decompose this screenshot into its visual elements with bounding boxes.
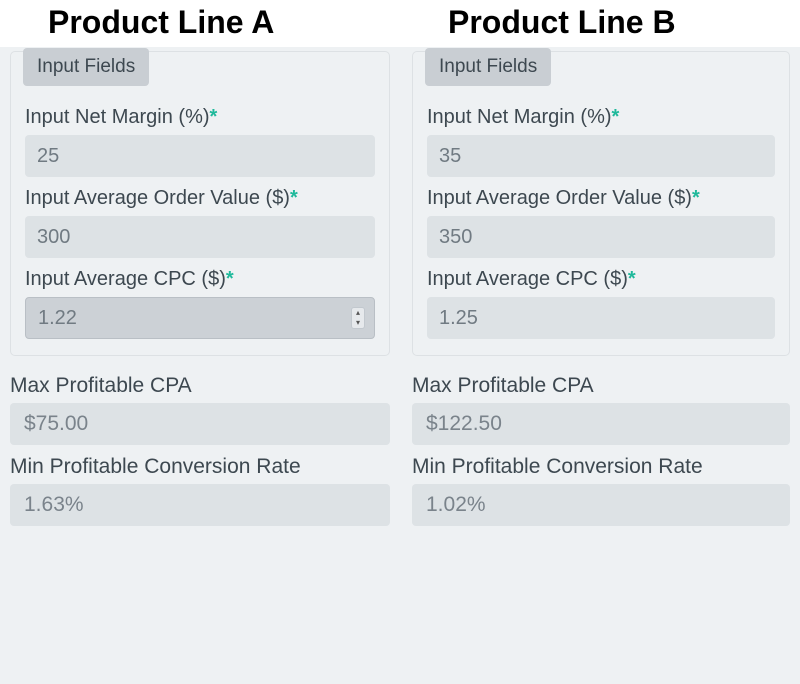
panel-b: Input Fields Input Net Margin (%)* Input… xyxy=(400,47,800,684)
label-net-margin-a: Input Net Margin (%)* xyxy=(25,106,375,129)
label-text: Input Average CPC ($) xyxy=(427,268,628,290)
label-cpc-b: Input Average CPC ($)* xyxy=(427,268,775,291)
required-asterisk-icon: * xyxy=(210,106,218,128)
field-net-margin-b: Input Net Margin (%)* xyxy=(427,106,775,177)
required-asterisk-icon: * xyxy=(226,268,234,290)
label-text: Input Average Order Value ($) xyxy=(25,187,290,209)
label-min-cvr-a: Min Profitable Conversion Rate xyxy=(10,455,390,479)
title-product-b: Product Line B xyxy=(400,0,800,47)
required-asterisk-icon: * xyxy=(628,268,636,290)
label-cpc-a: Input Average CPC ($)* xyxy=(25,268,375,291)
input-fieldset-b: Input Fields Input Net Margin (%)* Input… xyxy=(412,51,790,356)
field-net-margin-a: Input Net Margin (%)* xyxy=(25,106,375,177)
fieldset-legend-a: Input Fields xyxy=(23,48,149,86)
input-cpc-b[interactable] xyxy=(427,297,775,339)
chevron-down-icon: ▾ xyxy=(356,319,360,327)
required-asterisk-icon: * xyxy=(290,187,298,209)
label-aov-b: Input Average Order Value ($)* xyxy=(427,187,775,210)
input-cpc-a[interactable] xyxy=(25,297,375,339)
input-aov-a[interactable] xyxy=(25,216,375,258)
number-stepper-icon[interactable]: ▴ ▾ xyxy=(351,307,365,329)
output-min-cvr-a: Min Profitable Conversion Rate 1.63% xyxy=(10,455,390,526)
label-text: Input Average Order Value ($) xyxy=(427,187,692,209)
output-min-cvr-b: Min Profitable Conversion Rate 1.02% xyxy=(412,455,790,526)
label-min-cvr-b: Min Profitable Conversion Rate xyxy=(412,455,790,479)
field-cpc-a: Input Average CPC ($)* ▴ ▾ xyxy=(25,268,375,339)
label-text: Input Net Margin (%) xyxy=(25,106,210,128)
two-column-layout: Product Line A Input Fields Input Net Ma… xyxy=(0,0,800,684)
label-text: Input Net Margin (%) xyxy=(427,106,612,128)
required-asterisk-icon: * xyxy=(692,187,700,209)
fieldset-legend-b: Input Fields xyxy=(425,48,551,86)
value-min-cvr-b: 1.02% xyxy=(412,484,790,526)
label-net-margin-b: Input Net Margin (%)* xyxy=(427,106,775,129)
input-net-margin-b[interactable] xyxy=(427,135,775,177)
label-aov-a: Input Average Order Value ($)* xyxy=(25,187,375,210)
value-max-cpa-a: $75.00 xyxy=(10,403,390,445)
field-cpc-b: Input Average CPC ($)* xyxy=(427,268,775,339)
column-product-a: Product Line A Input Fields Input Net Ma… xyxy=(0,0,400,684)
panel-a: Input Fields Input Net Margin (%)* Input… xyxy=(0,47,400,684)
output-max-cpa-a: Max Profitable CPA $75.00 xyxy=(10,374,390,445)
value-max-cpa-b: $122.50 xyxy=(412,403,790,445)
label-text: Input Average CPC ($) xyxy=(25,268,226,290)
stepper-wrap-a: ▴ ▾ xyxy=(25,297,375,339)
label-max-cpa-b: Max Profitable CPA xyxy=(412,374,790,398)
required-asterisk-icon: * xyxy=(612,106,620,128)
value-min-cvr-a: 1.63% xyxy=(10,484,390,526)
column-product-b: Product Line B Input Fields Input Net Ma… xyxy=(400,0,800,684)
output-max-cpa-b: Max Profitable CPA $122.50 xyxy=(412,374,790,445)
title-product-a: Product Line A xyxy=(0,0,400,47)
field-aov-b: Input Average Order Value ($)* xyxy=(427,187,775,258)
chevron-up-icon: ▴ xyxy=(356,309,360,317)
field-aov-a: Input Average Order Value ($)* xyxy=(25,187,375,258)
input-net-margin-a[interactable] xyxy=(25,135,375,177)
label-max-cpa-a: Max Profitable CPA xyxy=(10,374,390,398)
input-fieldset-a: Input Fields Input Net Margin (%)* Input… xyxy=(10,51,390,356)
input-aov-b[interactable] xyxy=(427,216,775,258)
